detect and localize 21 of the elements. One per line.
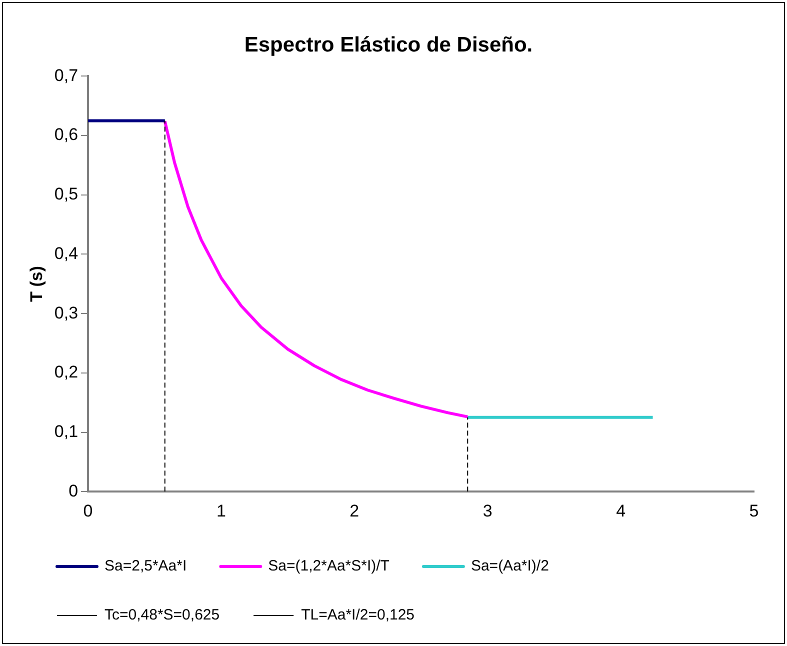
x-tick-label: 1 [216,501,226,520]
legend-label: Sa=2,5*Aa*I [104,558,187,575]
x-tick-label: 0 [83,501,93,520]
y-tick-label: 0,1 [54,422,78,441]
x-tick-label: 5 [749,501,759,520]
y-tick-label: 0,7 [54,66,78,85]
x-tick-label: 4 [616,501,626,520]
legend-label: Tc=0,48*S=0,625 [104,606,220,624]
x-tick-label: 3 [482,501,492,520]
y-tick-label: 0,6 [54,125,78,144]
y-tick-label: 0,3 [54,303,78,322]
y-tick-label: 0,5 [54,184,78,204]
chart-title: Espectro Elástico de Diseño. [244,33,533,56]
y-axis-title: T (s) [26,266,46,302]
y-tick-label: 0,4 [54,244,78,263]
y-tick-label: 0 [68,481,78,500]
legend-label: TL=Aa*I/2=0,125 [301,606,415,624]
x-tick-label: 2 [350,501,360,520]
legend-label: Sa=(Aa*I)/2 [470,558,549,575]
legend-label: Sa=(1,2*Aa*S*I)/T [268,558,390,575]
y-tick-label: 0,2 [54,362,78,382]
